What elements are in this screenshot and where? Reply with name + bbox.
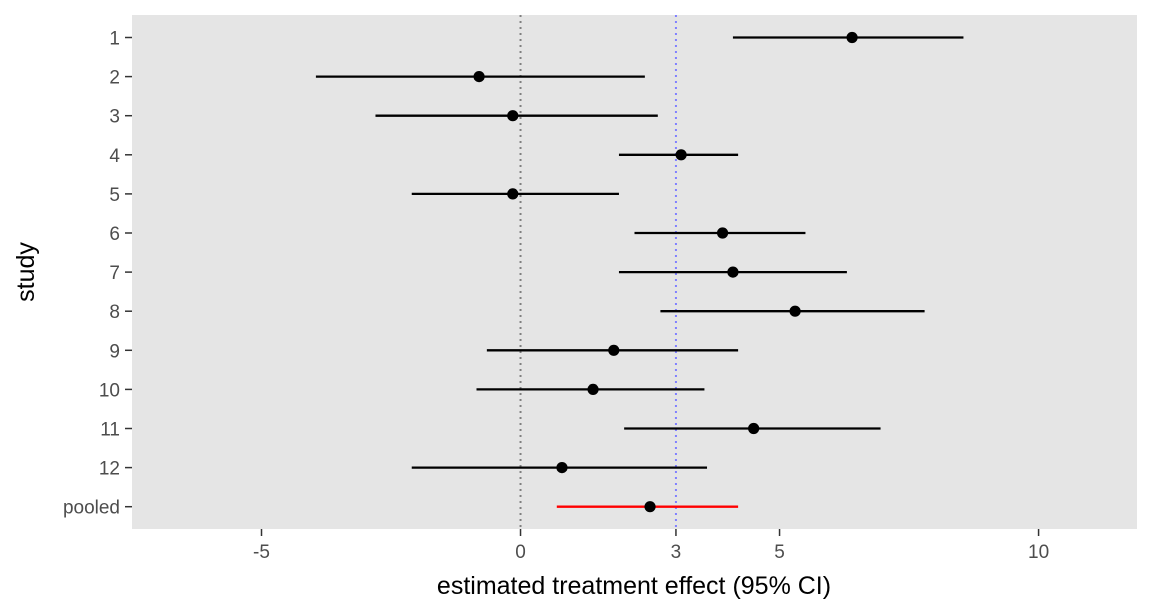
y-tick-label: 8 — [109, 302, 120, 323]
estimate-point-1 — [846, 31, 858, 44]
estimate-point-2 — [473, 71, 485, 83]
estimate-point-6 — [716, 227, 729, 239]
y-tick-label: 11 — [100, 420, 120, 441]
estimate-point-8 — [789, 305, 801, 317]
estimate-point-12 — [556, 462, 568, 474]
y-tick-label: 2 — [109, 68, 120, 89]
y-tick-label: 12 — [99, 459, 120, 480]
estimate-point-4 — [675, 149, 687, 161]
x-tick-label: 10 — [1028, 542, 1049, 563]
reference-lines — [519, 15, 677, 529]
estimate-point-9 — [608, 344, 620, 356]
y-tick-label: 10 — [99, 380, 120, 401]
y-tick-label: 7 — [109, 263, 120, 284]
y-tick-label: 1 — [109, 29, 120, 50]
x-axis-title: estimated treatment effect (95% CI) — [437, 572, 831, 600]
y-tick-label: pooled — [63, 498, 120, 519]
x-tick-label: -5 — [253, 542, 270, 563]
estimate-point-pooled — [644, 501, 656, 513]
x-axis-ticks: -5 0 3 5 10 — [253, 529, 1049, 563]
estimate-point-7 — [727, 266, 739, 278]
estimate-point-3 — [507, 110, 519, 122]
x-tick-label: 3 — [671, 542, 682, 563]
y-tick-label: 3 — [109, 107, 120, 128]
y-tick-label: 4 — [109, 146, 120, 167]
y-tick-label: 6 — [109, 224, 120, 245]
study-rows — [315, 31, 964, 513]
x-tick-label: 0 — [515, 542, 526, 563]
estimate-point-5 — [507, 188, 519, 200]
estimate-point-10 — [587, 383, 599, 395]
y-axis-title: study — [12, 242, 40, 302]
y-tick-label: 9 — [109, 341, 120, 362]
x-tick-label: 5 — [774, 542, 785, 563]
y-tick-label: 5 — [109, 185, 120, 206]
estimate-point-11 — [748, 422, 760, 435]
